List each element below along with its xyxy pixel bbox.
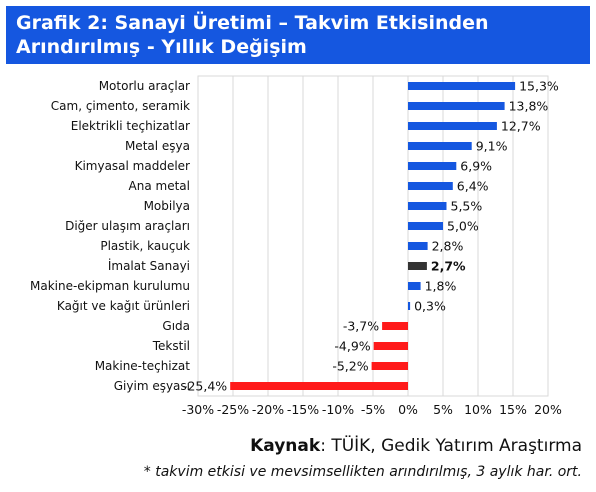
x-tick-label: -15% [287,402,319,417]
category-label: Makine-teçhizat [95,359,191,373]
value-label: -3,7% [343,319,379,334]
bar [408,222,443,230]
bar [408,282,421,290]
footnote: * takvim etkisi ve mevsimsellikten arınd… [143,464,582,480]
x-tick-label: 10% [464,402,492,417]
chart-title-line-1: Grafik 2: Sanayi Üretimi – Takvim Etkisi… [16,12,489,34]
x-tick-label: -10% [322,402,354,417]
category-label: Motorlu araçlar [99,79,190,93]
value-label: 2,7% [431,259,466,274]
chart-title-line-2: Arındırılmış - Yıllık Değişim [16,36,307,58]
category-label: Mobilya [144,199,190,213]
bar-chart: -30% -25% -20% -15% -10% -5% 0% 5% 10% 15% 20% Moto… [30,75,562,417]
bar [408,82,516,90]
value-label: -4,9% [334,339,370,354]
value-label: 1,8% [425,279,457,294]
value-label: 13,8% [509,99,549,114]
category-label: Cam, çimento, seramik [51,99,190,113]
value-label: 5,0% [447,219,479,234]
source-text: : TÜİK, Gedik Yatırım Araştırma [320,436,582,456]
category-label: Diğer ulaşım araçları [65,219,190,233]
bar [373,342,408,350]
bar [408,182,453,190]
value-label: 0,3% [414,299,446,314]
value-label: 6,9% [460,159,492,174]
plot-border [197,75,549,397]
bar [382,322,408,330]
bar [230,382,408,390]
value-label: 15,3% [519,79,559,94]
x-tick-label: -25% [217,402,249,417]
chart-area: -30% -25% -20% -15% -10% -5% 0% 5% 10% 15% 20% Moto… [6,70,590,426]
bar [408,262,427,270]
bar [408,202,447,210]
x-tick-label: -20% [252,402,284,417]
value-label: -25,4% [183,379,227,394]
x-tick-label: 20% [534,402,562,417]
value-label: 5,5% [451,199,483,214]
category-label: Giyim eşyası [114,379,190,393]
category-label: Elektrikli teçhizatlar [71,119,190,133]
category-label: Plastik, kauçuk [100,239,190,253]
bar [371,362,408,370]
x-tick-label: 15% [499,402,527,417]
category-label: Makine-ekipman kurulumu [30,279,190,293]
category-label: Kağıt ve kağıt ürünleri [57,299,190,313]
chart-title-band: Grafik 2: Sanayi Üretimi – Takvim Etkisi… [6,6,590,64]
source-label: Kaynak [250,436,321,456]
value-label: 9,1% [476,139,508,154]
bar [408,302,411,310]
bar [408,142,472,150]
value-label: 12,7% [501,119,541,134]
x-tick-label: 5% [433,402,453,417]
bar [408,162,457,170]
source-note: Kaynak: TÜİK, Gedik Yatırım Araştırma [250,436,582,456]
category-label: Gıda [162,319,190,333]
category-label: İmalat Sanayi [108,258,190,273]
category-label: Tekstil [152,339,190,353]
bar [408,102,505,110]
bar [408,122,497,130]
x-tick-label: 0% [398,402,418,417]
value-label: 6,4% [457,179,489,194]
category-label: Ana metal [129,179,190,193]
x-tick-label: -30% [182,402,214,417]
x-tick-label: -5% [361,402,385,417]
value-label: -5,2% [332,359,368,374]
category-label: Metal eşya [125,139,190,153]
category-label: Kimyasal maddeler [75,159,190,173]
bar [408,242,428,250]
value-label: 2,8% [432,239,464,254]
